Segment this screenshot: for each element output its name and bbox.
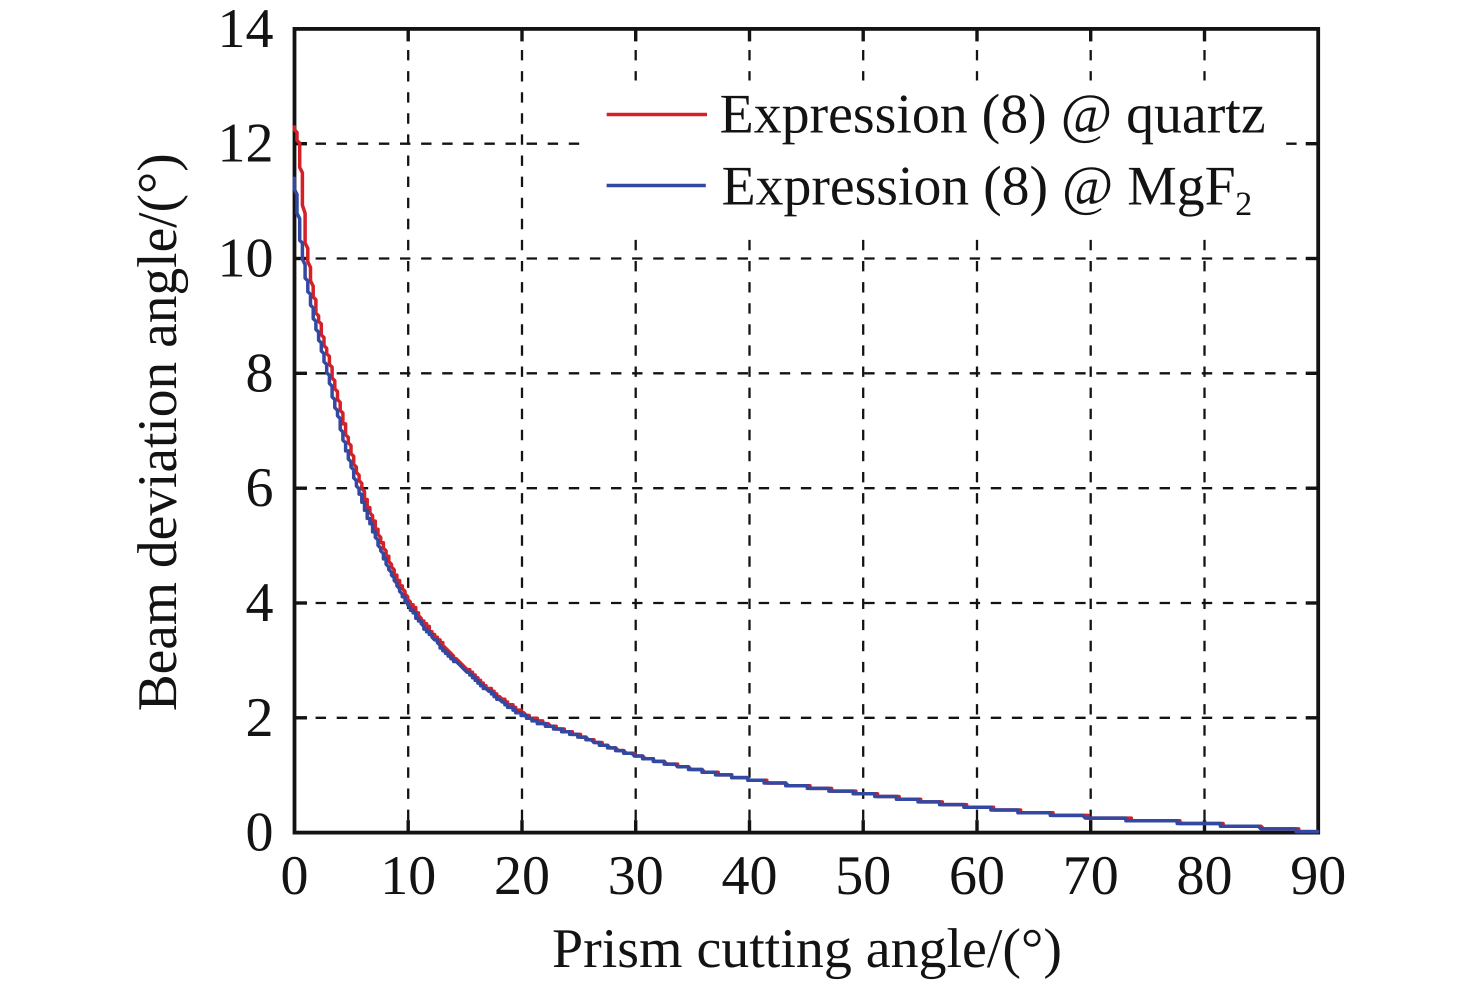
svg-text:0: 0 bbox=[246, 802, 274, 864]
svg-text:8: 8 bbox=[246, 342, 274, 404]
svg-text:12: 12 bbox=[218, 113, 274, 175]
svg-text:6: 6 bbox=[246, 457, 274, 519]
svg-text:Prism cutting angle/(°): Prism cutting angle/(°) bbox=[552, 918, 1062, 980]
svg-text:Expression (8) @ quartz: Expression (8) @ quartz bbox=[720, 84, 1266, 146]
svg-text:30: 30 bbox=[608, 845, 664, 907]
svg-text:Beam deviation angle/(°): Beam deviation angle/(°) bbox=[127, 153, 189, 711]
svg-text:70: 70 bbox=[1063, 845, 1119, 907]
svg-text:14: 14 bbox=[218, 0, 274, 60]
svg-text:10: 10 bbox=[218, 228, 274, 290]
svg-text:Expression (8) @ MgF: Expression (8) @ MgF bbox=[722, 156, 1236, 218]
svg-text:90: 90 bbox=[1290, 845, 1346, 907]
svg-text:2: 2 bbox=[246, 687, 274, 749]
svg-text:40: 40 bbox=[722, 845, 778, 907]
svg-text:0: 0 bbox=[281, 845, 309, 907]
svg-text:50: 50 bbox=[835, 845, 891, 907]
svg-text:10: 10 bbox=[380, 845, 436, 907]
svg-text:4: 4 bbox=[246, 572, 274, 634]
svg-text:80: 80 bbox=[1177, 845, 1233, 907]
svg-text:20: 20 bbox=[494, 845, 550, 907]
svg-text:60: 60 bbox=[949, 845, 1005, 907]
